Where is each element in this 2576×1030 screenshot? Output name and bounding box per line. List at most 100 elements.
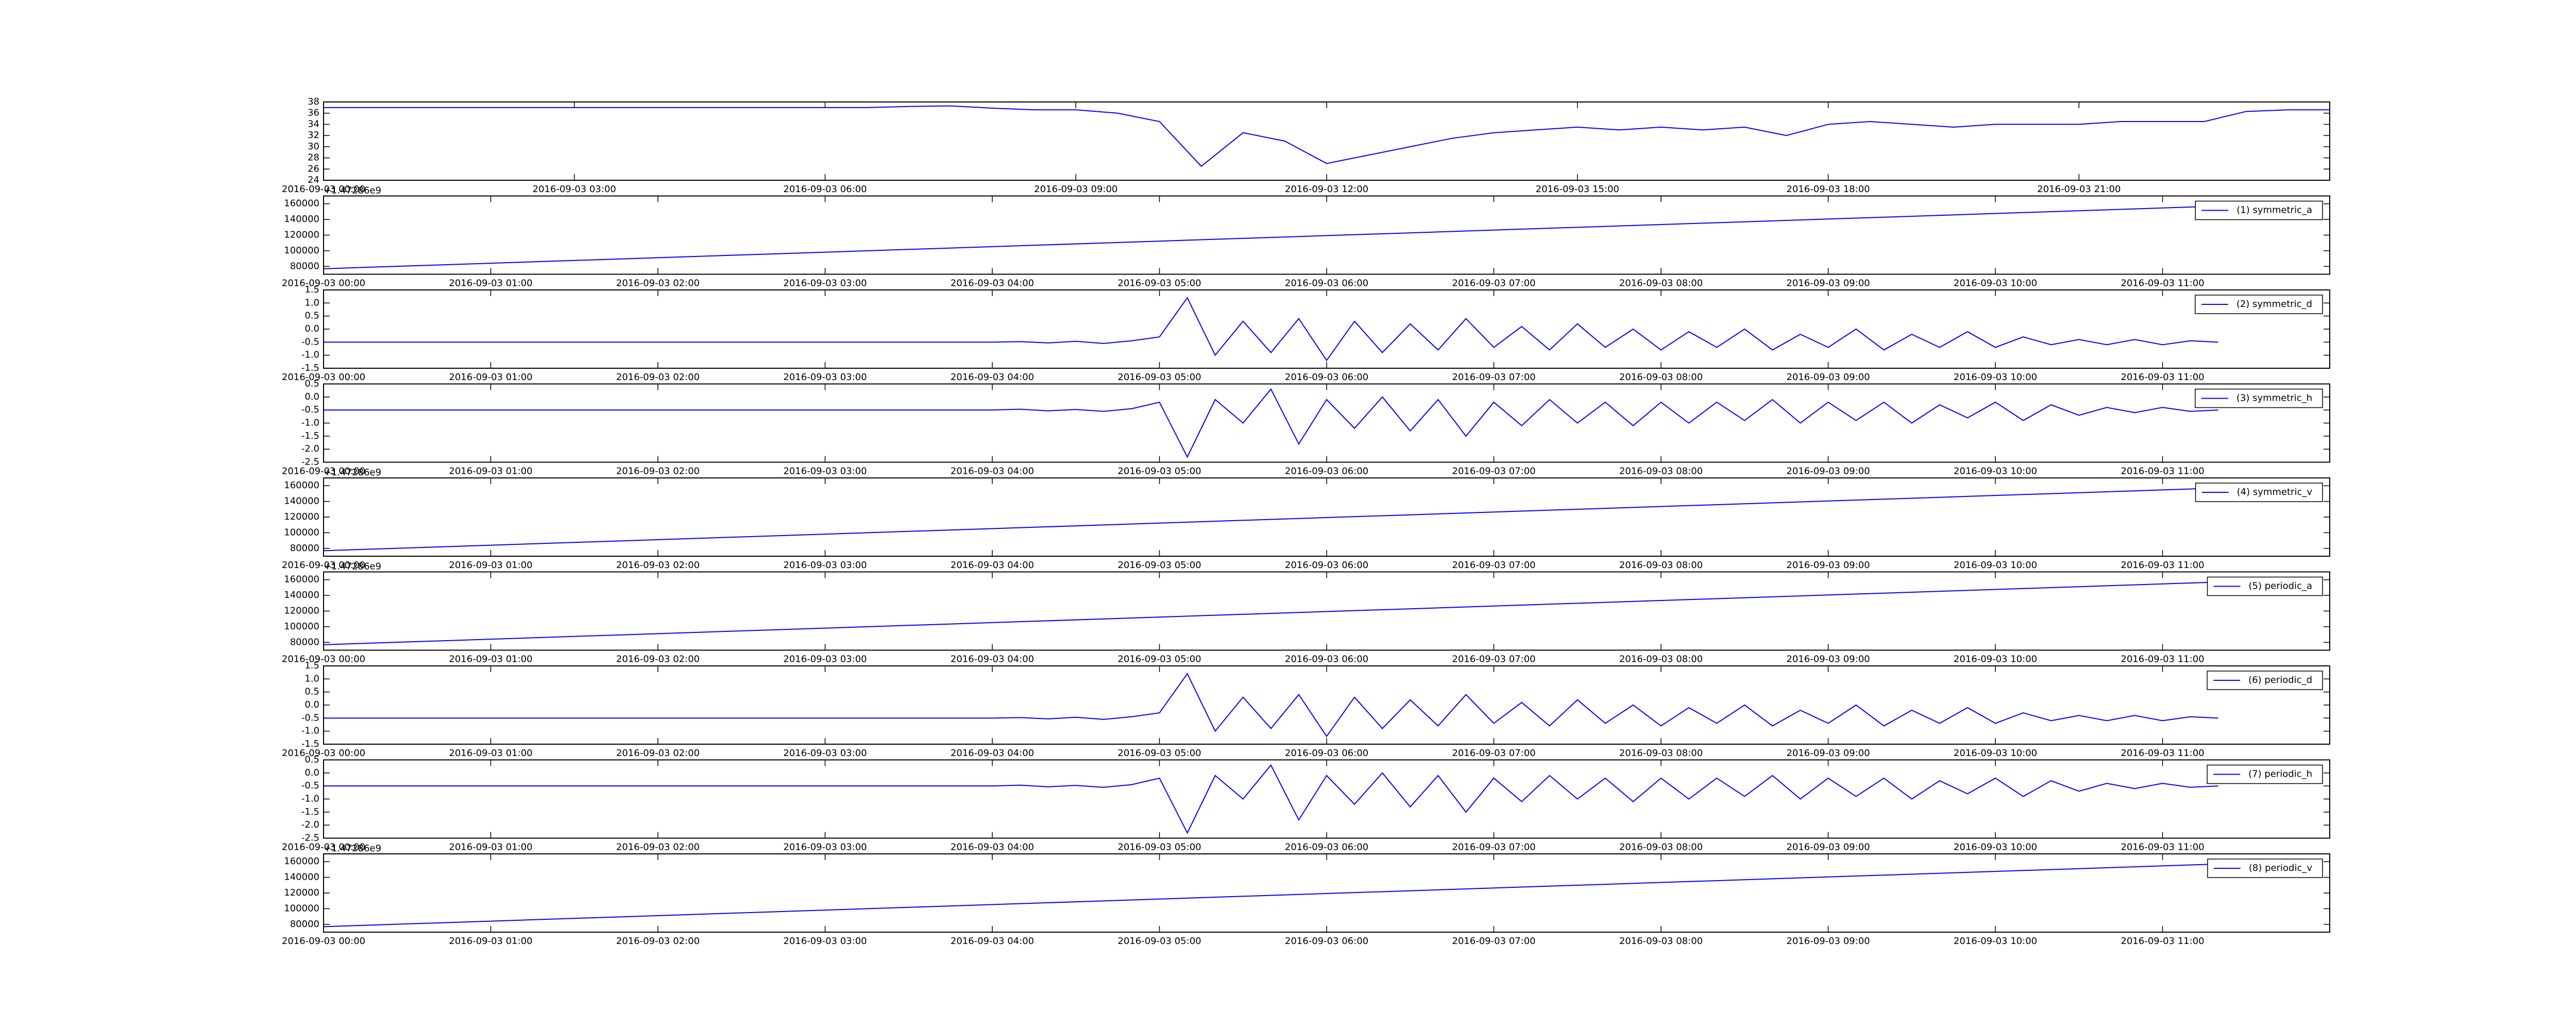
x-tick-label: 2016-09-03 03:00 xyxy=(783,936,867,947)
y-tick-label: 100000 xyxy=(284,527,319,538)
x-tick-label: 2016-09-03 10:00 xyxy=(1954,842,2037,853)
x-tick-label: 2016-09-03 09:00 xyxy=(1786,560,1870,571)
x-tick-label: 2016-09-03 02:00 xyxy=(616,278,700,289)
axes-frame xyxy=(323,383,2330,463)
y-tick-label: 80000 xyxy=(290,261,319,271)
x-tick-label: 2016-09-03 11:00 xyxy=(2121,560,2204,571)
x-tick-label: 2016-09-03 10:00 xyxy=(1954,278,2037,289)
x-tick-label: 2016-09-03 03:00 xyxy=(783,654,867,665)
x-tick-label: 2016-09-03 12:00 xyxy=(1285,184,1368,195)
x-tick-label: 2016-09-03 08:00 xyxy=(1619,936,1703,947)
x-tick-label: 2016-09-03 03:00 xyxy=(783,466,867,477)
y-tick-label: 0.5 xyxy=(304,686,319,697)
axes-frame xyxy=(323,665,2330,745)
legend-box xyxy=(2207,859,2323,878)
x-tick-label: 2016-09-03 11:00 xyxy=(2121,842,2204,853)
x-tick-label: 2016-09-03 09:00 xyxy=(1786,466,1870,477)
legend-label: (4) symmetric_v xyxy=(2237,487,2313,497)
y-tick-label: 36 xyxy=(308,108,319,118)
x-tick-label: 2016-09-03 07:00 xyxy=(1452,936,1535,947)
y-tick-label: 38 xyxy=(308,96,319,107)
axes-frame xyxy=(323,101,2330,181)
x-tick-label: 2016-09-03 02:00 xyxy=(616,560,700,571)
x-tick-label: 2016-09-03 02:00 xyxy=(616,842,700,853)
x-tick-label: 2016-09-03 07:00 xyxy=(1452,842,1535,853)
x-tick-label: 2016-09-03 10:00 xyxy=(1954,936,2037,947)
y-tick-label: 0.5 xyxy=(304,311,319,321)
x-tick-label: 2016-09-03 02:00 xyxy=(616,466,700,477)
legend-label: (6) periodic_d xyxy=(2248,675,2312,685)
y-tick-label: 0.0 xyxy=(304,323,319,334)
y-tick-label: 26 xyxy=(308,163,319,174)
x-tick-label: 2016-09-03 08:00 xyxy=(1619,560,1703,571)
y-tick-label: 140000 xyxy=(284,214,319,225)
x-tick-label: 2016-09-03 02:00 xyxy=(616,654,700,665)
y-tick-label: -1.0 xyxy=(301,350,319,360)
x-tick-label: 2016-09-03 09:00 xyxy=(1786,936,1870,947)
y-tick-label: -1.5 xyxy=(301,739,319,749)
data-line xyxy=(324,673,2218,737)
axes-frame xyxy=(323,853,2330,933)
x-tick-label: 2016-09-03 04:00 xyxy=(951,748,1034,759)
axes-frame xyxy=(323,477,2330,557)
y-tick-label: 160000 xyxy=(284,198,319,209)
x-tick-label: 2016-09-03 04:00 xyxy=(951,654,1034,665)
x-tick-label: 2016-09-03 05:00 xyxy=(1117,842,1201,853)
x-tick-label: 2016-09-03 03:00 xyxy=(783,372,867,383)
legend-label: (2) symmetric_d xyxy=(2236,299,2312,310)
axes-frame xyxy=(323,195,2330,275)
x-tick-label: 2016-09-03 00:00 xyxy=(282,372,365,383)
y-tick-label: 100000 xyxy=(284,903,319,914)
y-tick-label: 100000 xyxy=(284,245,319,256)
x-tick-label: 2016-09-03 05:00 xyxy=(1117,372,1201,383)
x-tick-label: 2016-09-03 09:00 xyxy=(1786,278,1870,289)
x-tick-label: 2016-09-03 09:00 xyxy=(1786,842,1870,853)
data-line xyxy=(324,297,2218,362)
x-tick-label: 2016-09-03 10:00 xyxy=(1954,466,2037,477)
x-tick-label: 2016-09-03 07:00 xyxy=(1452,466,1535,477)
y-tick-label: 160000 xyxy=(284,856,319,867)
x-tick-label: 2016-09-03 05:00 xyxy=(1117,654,1201,665)
x-tick-label: 2016-09-03 10:00 xyxy=(1954,748,2037,759)
x-tick-label: 2016-09-03 11:00 xyxy=(2121,654,2204,665)
x-tick-label: 2016-09-03 04:00 xyxy=(951,560,1034,571)
offset-text: +1.47286e9 xyxy=(324,843,381,854)
y-tick-label: -0.5 xyxy=(301,780,319,791)
x-tick-label: 2016-09-03 09:00 xyxy=(1786,372,1870,383)
y-tick-label: 0.0 xyxy=(304,699,319,710)
x-tick-label: 2016-09-03 07:00 xyxy=(1452,560,1535,571)
x-tick-label: 2016-09-03 10:00 xyxy=(1954,654,2037,665)
y-tick-label: 0.0 xyxy=(304,391,319,402)
axes-frame xyxy=(323,759,2330,839)
x-tick-label: 2016-09-03 08:00 xyxy=(1619,748,1703,759)
x-tick-label: 2016-09-03 04:00 xyxy=(951,936,1034,947)
x-tick-label: 2016-09-03 06:00 xyxy=(1285,842,1368,853)
x-tick-label: 2016-09-03 01:00 xyxy=(449,372,532,383)
x-tick-label: 2016-09-03 00:00 xyxy=(282,654,365,665)
data-line xyxy=(323,863,2218,928)
axes-background xyxy=(324,760,2330,838)
x-tick-label: 2016-09-03 01:00 xyxy=(449,936,532,947)
x-tick-label: 2016-09-03 05:00 xyxy=(1117,936,1201,947)
y-tick-label: 120000 xyxy=(284,230,319,241)
x-tick-label: 2016-09-03 03:00 xyxy=(783,560,867,571)
x-tick-label: 2016-09-03 11:00 xyxy=(2121,372,2204,383)
data-line xyxy=(323,581,2218,645)
x-tick-label: 2016-09-03 03:00 xyxy=(533,184,616,195)
y-tick-label: 1.5 xyxy=(304,660,319,671)
x-tick-label: 2016-09-03 00:00 xyxy=(282,278,365,289)
axes-background xyxy=(324,384,2330,462)
x-tick-label: 2016-09-03 07:00 xyxy=(1452,278,1535,289)
y-tick-label: 120000 xyxy=(284,511,319,522)
x-tick-label: 2016-09-03 01:00 xyxy=(449,654,532,665)
y-tick-label: 80000 xyxy=(290,919,319,930)
x-tick-label: 2016-09-03 11:00 xyxy=(2121,278,2204,289)
x-tick-label: 2016-09-03 05:00 xyxy=(1117,278,1201,289)
x-tick-label: 2016-09-03 21:00 xyxy=(2037,184,2121,195)
y-tick-label: -1.0 xyxy=(301,794,319,804)
x-tick-label: 2016-09-03 06:00 xyxy=(1285,936,1368,947)
y-tick-label: 0.5 xyxy=(304,754,319,765)
x-tick-label: 2016-09-03 06:00 xyxy=(1285,466,1368,477)
x-tick-label: 2016-09-03 06:00 xyxy=(1285,748,1368,759)
